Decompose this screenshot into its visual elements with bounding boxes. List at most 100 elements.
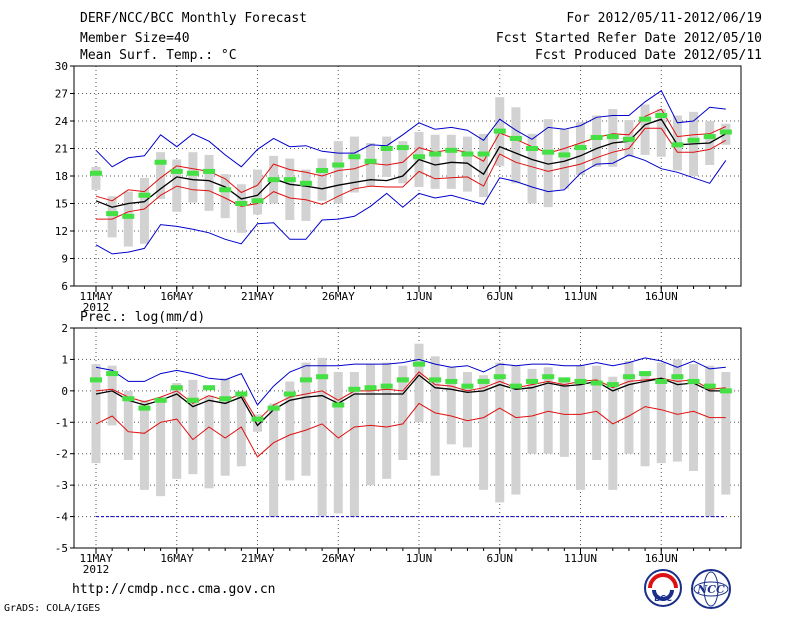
spread-box (301, 362, 311, 476)
spread-box (220, 174, 230, 219)
spread-box (479, 133, 489, 198)
y-tick-label: -3 (55, 479, 68, 492)
bcc-logo: BCC (644, 569, 682, 607)
spread-box (543, 119, 553, 208)
spread-box (139, 400, 149, 490)
x-tick-label: 11JUN (564, 290, 597, 303)
chart-title: DERF/NCC/BCC Monthly Forecast (80, 11, 307, 26)
ensemble-marker (106, 371, 119, 377)
period-label: For 2012/05/11-2012/06/19 (566, 11, 762, 26)
x-tick-label: 26MAY (322, 290, 355, 303)
spread-box (462, 136, 472, 192)
ensemble-marker (671, 374, 684, 380)
ensemble-marker (687, 137, 700, 143)
y-tick-label: 15 (55, 198, 68, 211)
ensemble-marker (316, 374, 329, 380)
ensemble-marker (445, 147, 458, 153)
spread-box (107, 196, 117, 238)
ensemble-marker (122, 213, 135, 219)
series-line-lower-red (95, 402, 726, 458)
spread-box (349, 136, 359, 193)
ensemble-marker (574, 145, 587, 151)
x-tick-label: 1JUN (406, 552, 433, 565)
precipitation-panel: -5 -4 -3 -2 -1 0 1 2 11MAY 16MAY 21MAY 26MAY 1JUN 6JU… (55, 310, 742, 576)
spread-box (123, 390, 133, 460)
ensemble-marker (493, 374, 506, 380)
ensemble-marker (203, 168, 216, 174)
variable-label: Mean Surf. Temp.: °C (80, 48, 237, 63)
ensemble-marker (364, 385, 377, 391)
ensemble-marker (251, 416, 264, 422)
spread-box (91, 364, 101, 464)
ensemble-marker (348, 386, 361, 392)
ensemble-marker (590, 380, 603, 386)
ensemble-marker (380, 146, 393, 151)
y-tick-label: 2 (61, 322, 68, 335)
spread-box (317, 158, 327, 201)
spread-box (204, 154, 214, 211)
spread-box (559, 129, 569, 189)
year-label: 2012 (83, 301, 110, 314)
spread-box (285, 381, 295, 481)
ensemble-marker (413, 154, 425, 160)
y-tick-label: 1 (61, 353, 68, 366)
x-tick-label: 26MAY (322, 552, 355, 565)
x-tick-label: 6JUN (487, 552, 514, 565)
series-line-lower-blue (95, 154, 727, 255)
spread-box (236, 184, 246, 233)
y-tick-label: 30 (55, 60, 68, 73)
ensemble-marker (283, 177, 296, 183)
produced-date-label: Fcst Produced Date 2012/05/11 (535, 48, 762, 63)
ensemble-marker (445, 378, 458, 384)
ensemble-marker (558, 152, 571, 158)
spread-box (592, 115, 602, 167)
ensemble-marker (461, 383, 474, 389)
ensemble-marker (235, 391, 248, 397)
ensemble-marker (90, 170, 102, 176)
footer-url[interactable]: http://cmdp.ncc.cma.gov.cn (72, 582, 276, 597)
spread-box (511, 365, 521, 495)
y-tick-label: 24 (55, 115, 69, 128)
ensemble-marker (606, 134, 619, 140)
year-label: 2012 (83, 563, 110, 576)
spread-box (204, 395, 214, 489)
spread-box (430, 134, 440, 189)
plot-frame (73, 327, 742, 549)
x-tick-label: 11MAY (79, 290, 112, 303)
y-tick-label: 21 (55, 143, 68, 156)
ensemble-marker (267, 177, 280, 183)
y-tick-label: -4 (55, 511, 69, 524)
bcc-logo-text: BCC (654, 594, 672, 603)
ensemble-marker (703, 383, 716, 389)
spread-box (689, 364, 699, 471)
x-tick-label: 16MAY (160, 290, 193, 303)
spread-box (236, 394, 246, 467)
spread-box (672, 359, 682, 462)
spread-box (269, 403, 279, 517)
spread-box (479, 375, 489, 490)
spread-box (156, 397, 166, 497)
ensemble-marker (509, 383, 522, 389)
panel-title: Prec.: log(mm/d) (80, 310, 205, 325)
spread-box (592, 365, 602, 460)
y-tick-label: -2 (55, 448, 68, 461)
ensemble-marker (251, 198, 264, 204)
ensemble-marker (461, 151, 474, 157)
spread-box (382, 362, 392, 479)
y-tick-label: 0 (61, 385, 68, 398)
x-tick-label: 21MAY (241, 290, 274, 303)
ensemble-marker (639, 371, 652, 377)
spread-box (333, 372, 343, 514)
ensemble-marker (396, 377, 409, 383)
spread-box (156, 152, 166, 199)
spread-box (608, 376, 618, 490)
ensemble-marker (542, 149, 555, 155)
spread-box (527, 368, 537, 454)
spread-box (430, 356, 440, 476)
started-date-label: Fcst Started Refer Date 2012/05/10 (495, 31, 762, 46)
x-tick-label: 1JUN (406, 290, 433, 303)
ensemble-marker (703, 134, 716, 140)
spread-box (220, 378, 230, 476)
series-line-upper-blue (95, 357, 726, 406)
y-tick-label: 27 (55, 88, 68, 101)
